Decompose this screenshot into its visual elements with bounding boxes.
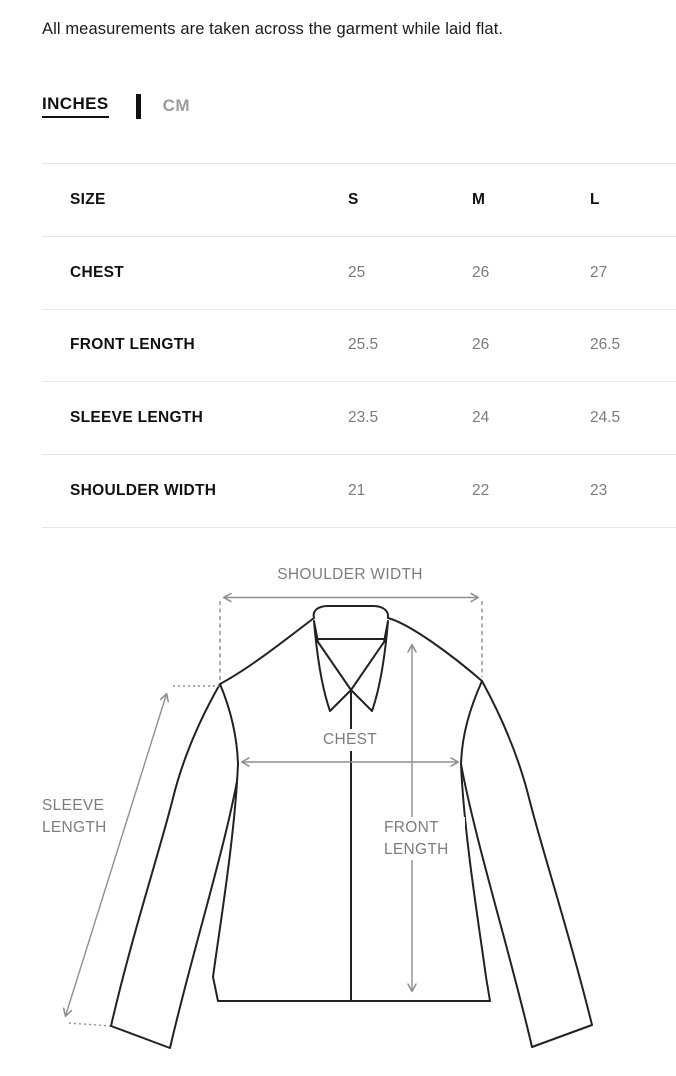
diagram-label-sleeve-length: SLEEVE LENGTH [42, 797, 107, 836]
cell-value: 22 [472, 482, 490, 500]
column-header-m: M [472, 190, 486, 208]
cell-value: 25 [348, 263, 366, 281]
table-header-row: SIZE S M L [42, 163, 676, 236]
row-label: CHEST [70, 263, 125, 281]
row-label: FRONT LENGTH [70, 336, 196, 354]
unit-toggle-cm[interactable]: CM [162, 96, 190, 115]
diagram-label-shoulder-width: SHOULDER WIDTH [277, 566, 423, 583]
measurement-note: All measurements are taken across the ga… [42, 20, 504, 38]
garment-diagram [62, 592, 593, 1049]
column-header-size: SIZE [70, 190, 106, 208]
diagram-label-front-length: FRONT LENGTH [381, 817, 465, 860]
table-row: SLEEVE LENGTH 23.5 24 24.5 [42, 381, 676, 454]
size-chart-table: SIZE S M L CHEST 25 26 27 FRONT LENGTH 2… [42, 163, 676, 528]
row-label: SLEEVE LENGTH [70, 409, 204, 427]
cell-value: 23 [590, 482, 608, 500]
table-row: SHOULDER WIDTH 21 22 23 [42, 454, 676, 527]
cell-value: 26 [472, 336, 490, 354]
unit-toggle: INCHES CM [42, 92, 190, 120]
sleeve-length-arrow [62, 692, 170, 1018]
sleeve-guide-bottom [68, 1022, 111, 1027]
cell-value: 27 [590, 263, 608, 281]
cell-value: 23.5 [348, 409, 379, 427]
diagram-label-chest: CHEST [315, 729, 385, 751]
cell-value: 25.5 [348, 336, 379, 354]
jacket-collar-left-lapel [313, 620, 352, 712]
table-row: FRONT LENGTH 25.5 26 26.5 [42, 308, 676, 382]
row-label: SHOULDER WIDTH [70, 482, 217, 500]
cell-value: 26.5 [590, 336, 621, 354]
unit-toggle-divider [135, 93, 141, 119]
table-row: CHEST 25 26 27 [42, 235, 676, 309]
unit-toggle-inches[interactable]: INCHES [42, 94, 109, 118]
jacket-collar-right-lapel [350, 620, 389, 712]
column-header-l: L [590, 190, 600, 208]
cell-value: 24 [472, 409, 490, 427]
column-header-s: S [348, 190, 359, 208]
cell-value: 21 [348, 482, 366, 500]
cell-value: 24.5 [590, 409, 621, 427]
cell-value: 26 [472, 263, 490, 281]
